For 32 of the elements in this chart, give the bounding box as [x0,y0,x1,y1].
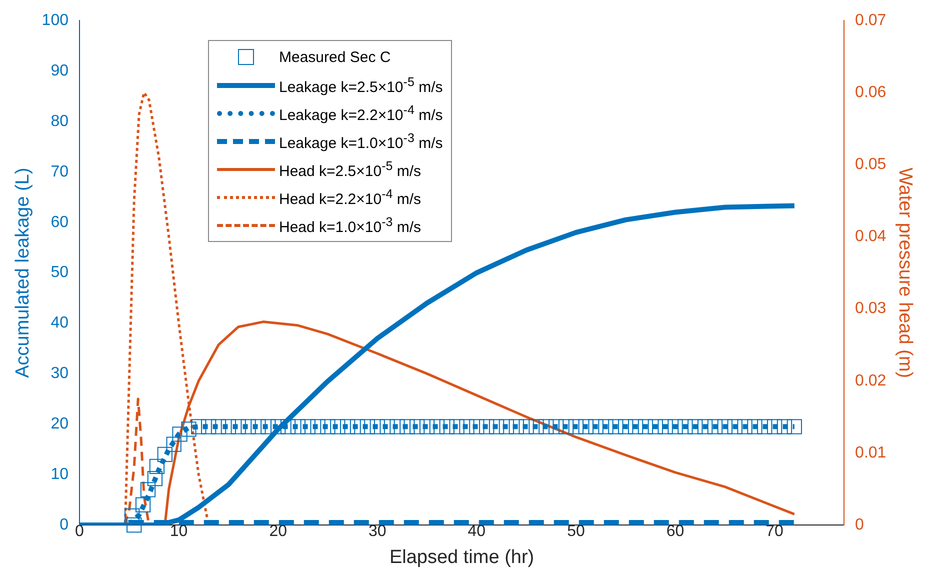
x-tick-label: 0 [75,523,84,540]
y2-tick-label: 0.06 [855,84,886,102]
y-tick-label: 70 [50,163,69,180]
legend-label: Head k=2.5×10$^{-5}$ m/s [279,158,422,180]
legend-label: Leakage k=1.0×10$^{-3}$ m/s [279,130,443,152]
x-axis-title: Elapsed time (hr) [389,546,534,568]
y-axis-title: Accumulated leakage (L) [12,168,34,378]
x-tick-label: 40 [468,523,486,540]
x-tick-label: 30 [368,523,386,540]
y2-tick-label: 0.01 [855,444,886,462]
y2-tick-label: 0.05 [855,156,886,174]
y-tick-label: 20 [50,416,69,433]
x-tick-label: 60 [666,523,684,540]
legend-label: Head k=2.2×10$^{-4}$ m/s [279,186,422,208]
y-tick-label: 10 [50,466,69,483]
y2-tick-label: 0.02 [855,372,886,390]
legend-label: Leakage k=2.5×10$^{-5}$ m/s [279,74,443,96]
y2-tick-label: 0.07 [855,12,886,30]
x-tick-label: 10 [170,523,188,540]
y-tick-label: 100 [42,12,69,30]
y2-tick-label: 0.04 [855,228,886,246]
y2-axis-title: Water pressure head (m) [894,168,916,378]
legend-label: Leakage k=2.2×10$^{-4}$ m/s [279,102,443,124]
y-tick-label: 60 [50,214,69,231]
y-tick-label: 50 [50,264,69,282]
y-tick-label: 30 [50,365,69,382]
legend-label: Head k=1.0×10$^{-3}$ m/s [279,214,422,236]
y2-tick-label: 0.03 [855,300,886,318]
y-tick-label: 90 [50,62,69,80]
y-tick-label: 80 [50,112,69,130]
y-tick-label: 40 [50,314,69,332]
legend-label: Measured Sec C [279,48,391,66]
